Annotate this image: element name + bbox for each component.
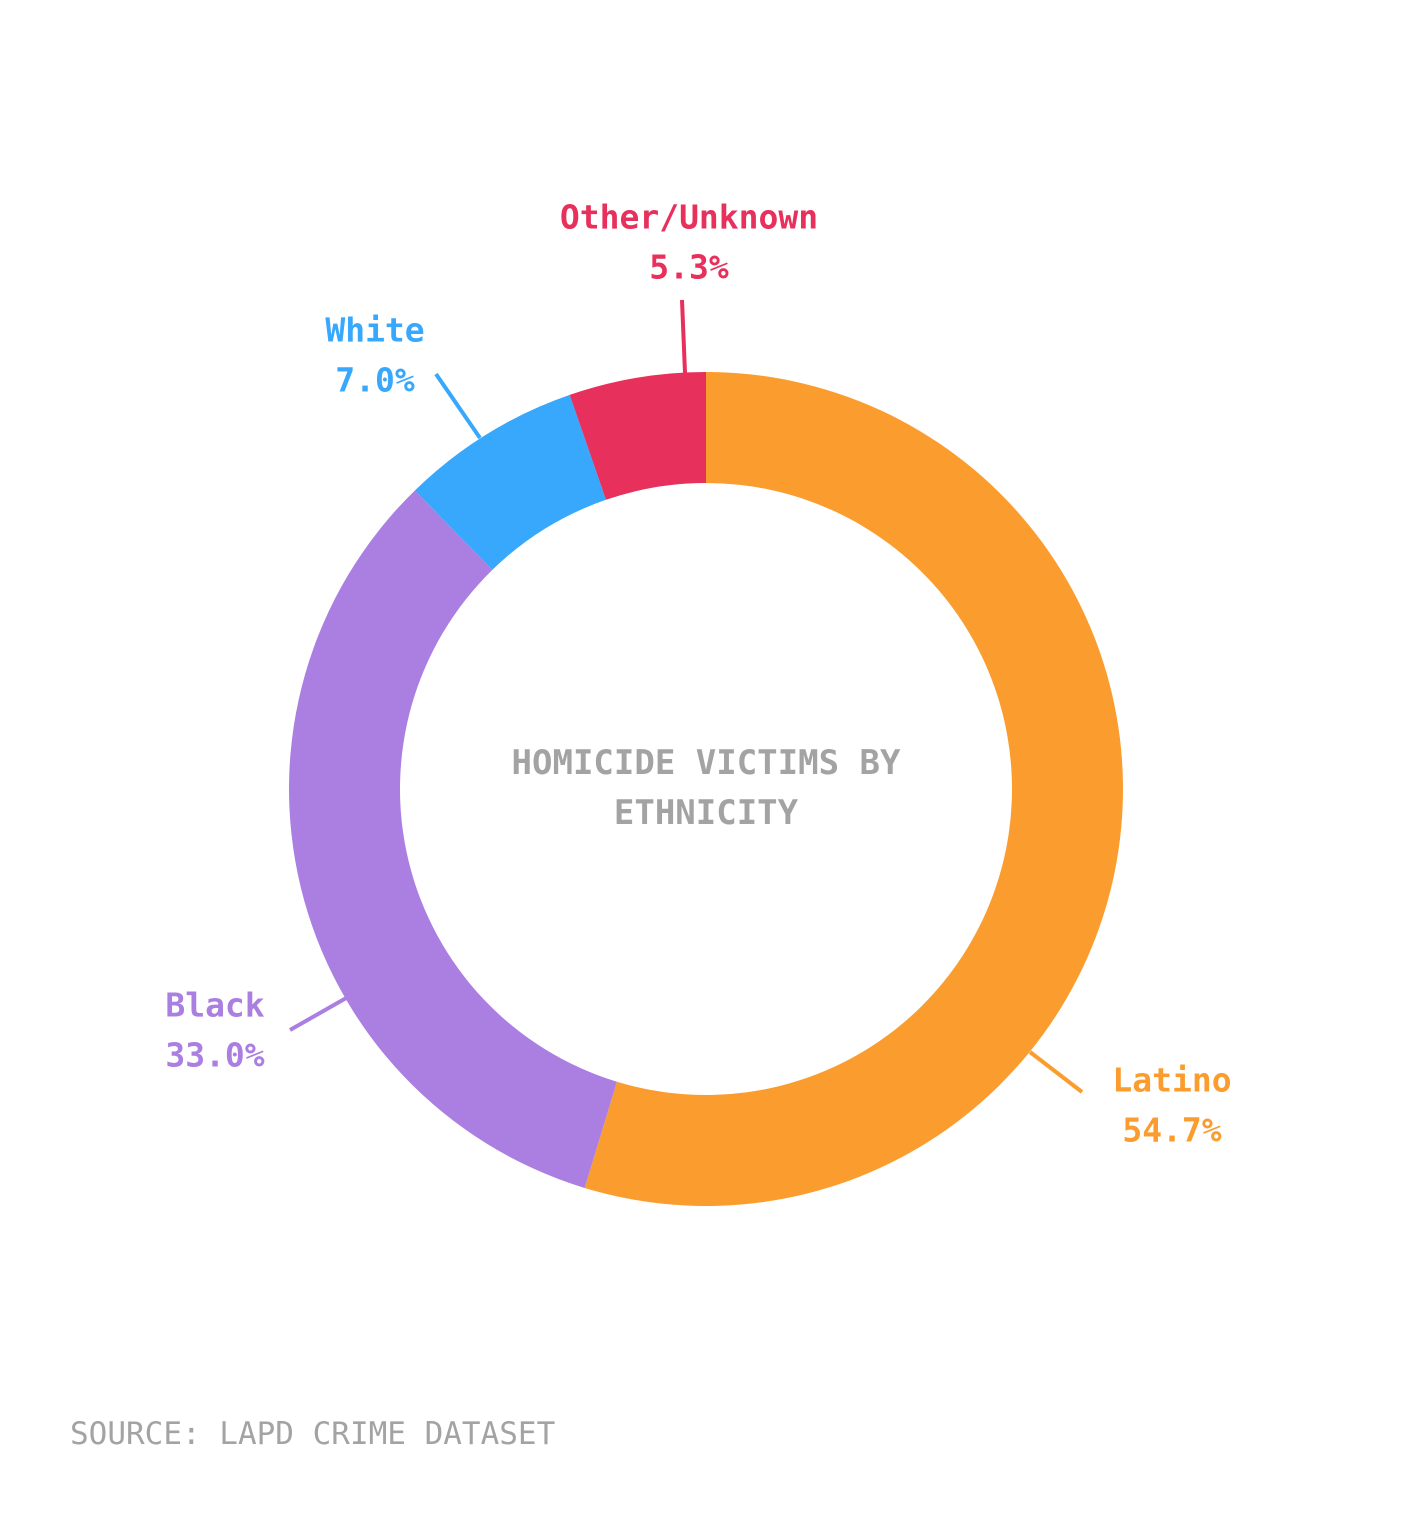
- category-label: Black: [165, 986, 264, 1025]
- value-label: 33.0%: [165, 1036, 264, 1075]
- value-label: 54.7%: [1122, 1111, 1221, 1150]
- chart-title: HOMICIDE VICTIMS BY ETHNICITY: [511, 743, 901, 833]
- category-label: Latino: [1112, 1061, 1231, 1100]
- leader-line: [1028, 1050, 1084, 1094]
- category-label: Other/Unknown: [560, 198, 818, 237]
- leader-line: [680, 299, 687, 374]
- category-label: White: [325, 311, 424, 350]
- leader-line: [434, 372, 482, 440]
- donut-segment: [584, 372, 1123, 1206]
- donut-segment: [569, 372, 706, 500]
- value-label: 7.0%: [335, 361, 415, 400]
- leader-line: [289, 995, 349, 1032]
- value-label: 5.3%: [649, 248, 729, 287]
- donut-segment: [414, 394, 606, 570]
- source-note: SOURCE: LAPD CRIME DATASET: [70, 1416, 556, 1452]
- donut-segment: [289, 490, 617, 1188]
